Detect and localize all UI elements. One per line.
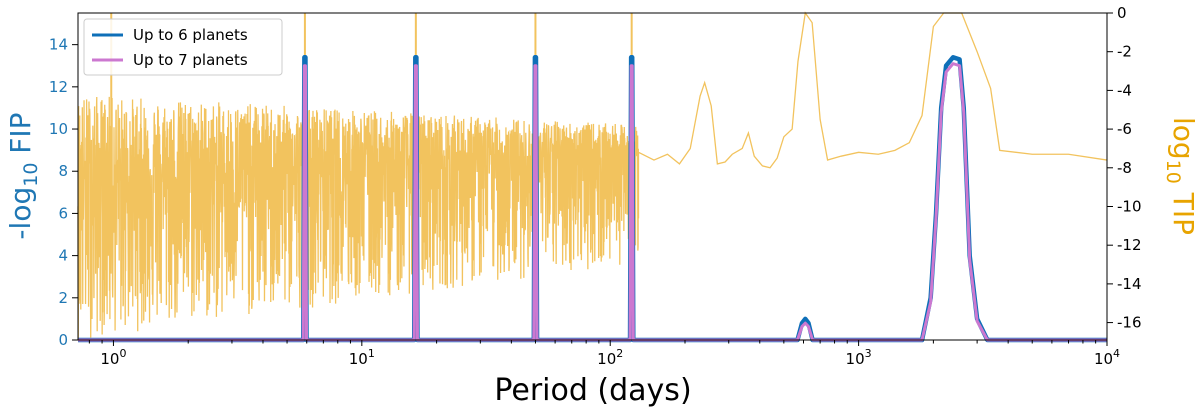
right-y-tick-label: -10 [1117, 197, 1142, 215]
x-tick-label: 101 [349, 347, 375, 368]
left-y-tick-label: 14 [49, 36, 68, 54]
left-y-tick-label: 6 [58, 204, 68, 222]
right-y-axis-ticks: 0 -2 -4 -6 -8 -10 -12 -14 -16 [1107, 4, 1142, 332]
right-y-tick-label: 0 [1117, 4, 1127, 22]
legend-label-up-to-6-planets: Up to 6 planets [133, 26, 248, 44]
x-tick-label: 103 [846, 347, 872, 368]
x-tick-label: 102 [597, 347, 623, 368]
left-y-axis-ticks: 0 2 4 6 8 10 12 14 [49, 36, 78, 349]
x-axis-ticks: 100 101 102 103 104 [88, 340, 1120, 368]
legend: Up to 6 planets Up to 7 planets [83, 18, 283, 76]
right-y-tick-label: -4 [1117, 81, 1132, 99]
left-y-tick-label: 8 [58, 162, 68, 180]
right-y-tick-label: -16 [1117, 314, 1142, 332]
left-y-axis-title: -log10 FIP [4, 112, 42, 239]
tip-line [77, 11, 1108, 339]
right-y-tick-label: -14 [1117, 275, 1142, 293]
right-y-tick-label: -8 [1117, 159, 1132, 177]
left-y-tick-label: 4 [58, 247, 68, 265]
legend-label-up-to-7-planets: Up to 7 planets [133, 51, 248, 69]
right-y-tick-label: -2 [1117, 43, 1132, 61]
x-tick-label: 104 [1094, 347, 1120, 368]
right-y-tick-label: -6 [1117, 120, 1132, 138]
plot-frame [77, 12, 1108, 341]
right-y-tick-label: -12 [1117, 236, 1142, 254]
left-y-tick-label: 0 [58, 331, 68, 349]
left-y-tick-label: 12 [49, 78, 68, 96]
right-y-axis-title: log10 TIP [1162, 117, 1200, 235]
left-y-tick-label: 2 [58, 289, 68, 307]
left-y-tick-label: 10 [49, 120, 68, 138]
legend-box [83, 18, 283, 76]
x-axis-title: Period (days) [494, 373, 691, 408]
x-tick-label: 100 [100, 347, 126, 368]
